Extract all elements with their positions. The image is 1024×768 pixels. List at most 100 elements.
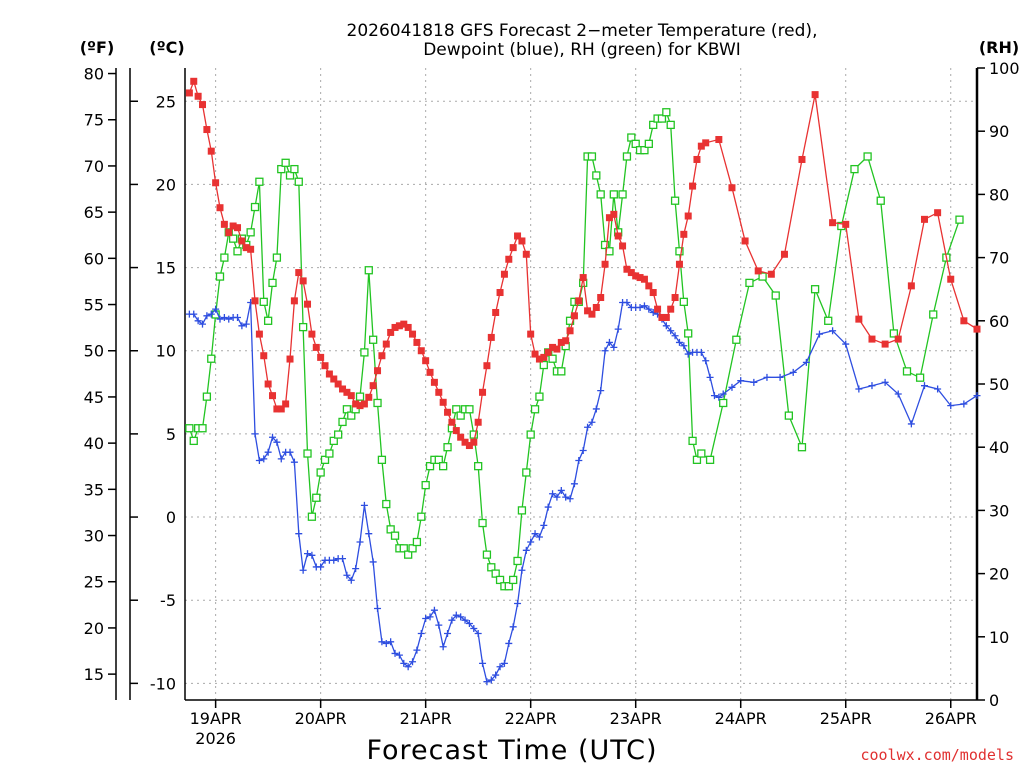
dewpoint-point (522, 546, 530, 554)
fahrenheit-tick-label: 15 (84, 665, 104, 684)
temperature-point (247, 245, 255, 253)
fahrenheit-tick-label: 30 (84, 527, 104, 546)
dewpoint-point (290, 458, 298, 466)
dewpoint-point (636, 303, 644, 311)
celsius-axis-unit: (ºC) (149, 38, 184, 57)
temperature-point (842, 220, 850, 228)
temperature-point (829, 219, 837, 227)
temperature-point (317, 353, 325, 361)
rh-point (876, 196, 885, 205)
rh-point (622, 152, 632, 161)
fahrenheit-tick-label: 50 (84, 342, 104, 361)
rh-point (609, 190, 618, 199)
dewpoint-point (339, 555, 347, 563)
rh-point (504, 582, 513, 591)
rh-point (535, 392, 544, 401)
temperature-point (457, 433, 465, 441)
rh-point (889, 329, 899, 338)
rh-point (465, 405, 474, 414)
dewpoint-point (815, 330, 823, 338)
rh-point (439, 462, 448, 471)
dewpoint-point (518, 566, 526, 574)
dewpoint-point (444, 629, 452, 637)
rh-point (369, 335, 378, 344)
credit-text: coolwx.com/models (860, 746, 1014, 764)
temperature-point (894, 335, 902, 343)
temperature-point (597, 294, 605, 302)
rh-point (863, 152, 872, 161)
temperature-point (321, 362, 329, 370)
dewpoint-point (894, 390, 902, 398)
temperature-point (693, 155, 701, 163)
temperature-point (881, 340, 889, 348)
dewpoint-point (907, 420, 915, 428)
temperature-point (439, 398, 447, 406)
temperature-point (339, 385, 347, 393)
dewpoint-point (242, 320, 250, 328)
dewpoint-point (667, 327, 675, 335)
temperature-point (199, 101, 207, 109)
temperature-point (767, 270, 775, 278)
rh-point (215, 272, 225, 281)
dewpoint-point (514, 600, 522, 608)
rh-point (631, 139, 640, 148)
dewpoint-point (553, 493, 561, 501)
rh-point (456, 411, 465, 420)
dewpoint-point (623, 299, 631, 307)
rh-point (539, 360, 548, 370)
rh-point (272, 253, 282, 262)
rh-tick-label: 0 (989, 691, 999, 710)
dewpoint-series (185, 299, 981, 686)
rh-point (705, 455, 715, 464)
temperature-point (352, 400, 360, 408)
temperature-point (225, 229, 233, 237)
dewpoint-point (737, 377, 745, 385)
rh-point (513, 556, 522, 566)
rh-point (255, 177, 264, 186)
temperature-point (330, 375, 338, 383)
rh-point (347, 411, 356, 420)
temperature-point (369, 382, 377, 390)
dewpoint-point (934, 385, 942, 393)
temperature-point (798, 155, 806, 163)
fahrenheit-tick-label: 70 (84, 157, 104, 176)
rh-point (530, 405, 540, 414)
temperature-point (238, 237, 246, 245)
rh-point (355, 392, 365, 401)
temperature-point (282, 400, 290, 408)
rh-point (797, 443, 807, 452)
rh-point (732, 335, 741, 344)
rh-point (557, 367, 566, 376)
dewpoint-point (273, 438, 281, 446)
rh-point (373, 398, 382, 408)
temperature-point (286, 355, 294, 363)
chart-title-line-2: Dewpoint (blue), RH (green) for KBWI (423, 40, 741, 60)
temperature-point (194, 92, 202, 100)
dewpoint-point (763, 373, 771, 381)
rh-point (329, 436, 338, 446)
rh-point (758, 272, 767, 281)
temperature-point (470, 438, 478, 446)
dewpoint-point (562, 493, 570, 501)
dewpoint-point (255, 457, 263, 465)
dewpoint-point (614, 325, 622, 333)
dewpoint-point (286, 448, 294, 456)
rh-point (285, 171, 295, 180)
temperature-point (356, 402, 364, 410)
dewpoint-point (317, 563, 325, 571)
temperature-point (728, 184, 736, 192)
temperature-point (680, 230, 688, 238)
temperature-point (190, 77, 198, 85)
dewpoint-point (382, 639, 390, 647)
temperature-point (662, 313, 670, 321)
rh-tick-label: 60 (989, 312, 1009, 331)
rh-point (250, 202, 260, 212)
rh-point (592, 171, 601, 180)
rh-point (281, 158, 290, 167)
temperature-point (811, 91, 819, 99)
rh-point (517, 506, 527, 515)
dewpoint-point (378, 638, 386, 646)
dewpoint-point (308, 551, 316, 559)
temperature-point (220, 220, 228, 228)
